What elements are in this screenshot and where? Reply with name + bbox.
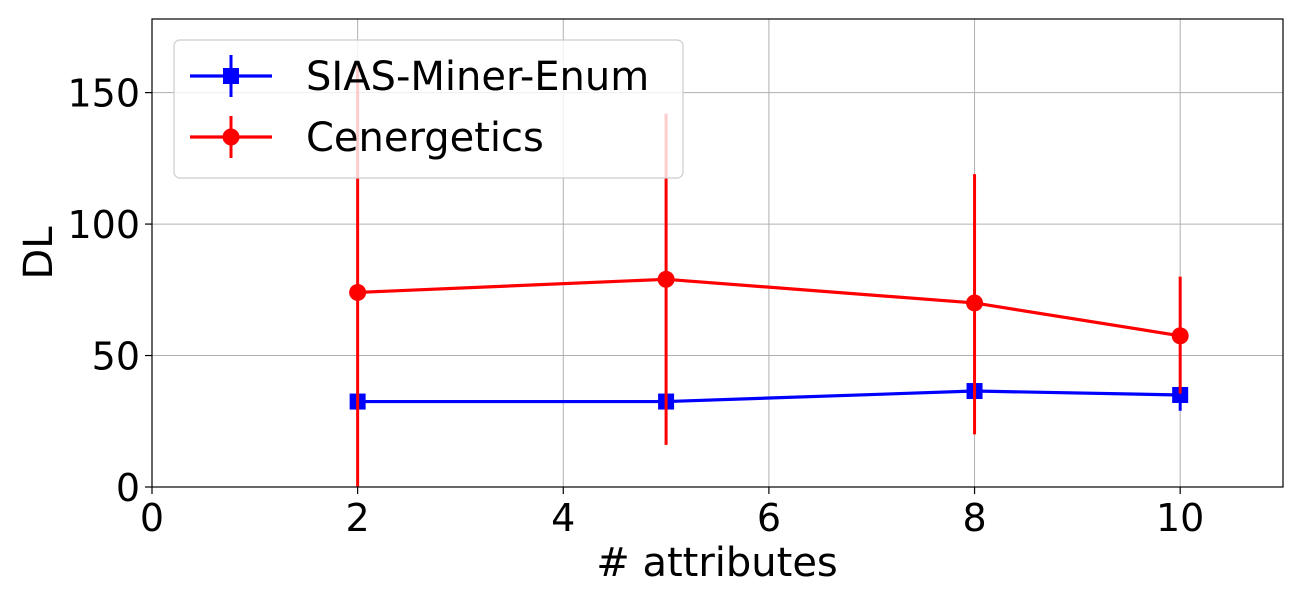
legend-marker bbox=[223, 68, 239, 84]
x-tick-label: 8 bbox=[962, 496, 986, 540]
x-axis-ticks: 0 2 4 6 8 10 bbox=[140, 487, 1204, 540]
x-tick-label: 4 bbox=[551, 496, 575, 540]
y-tick-label: 150 bbox=[67, 72, 140, 116]
x-tick-label: 6 bbox=[757, 496, 781, 540]
data-point bbox=[1171, 327, 1189, 345]
data-point bbox=[349, 283, 367, 301]
data-point bbox=[966, 294, 984, 312]
legend-box bbox=[173, 39, 684, 179]
legend-label: Cenergetics bbox=[306, 115, 544, 161]
legend-entry: SIAS-Miner-Enum bbox=[190, 54, 649, 100]
legend-entry: Cenergetics bbox=[190, 115, 544, 161]
legend-label: SIAS-Miner-Enum bbox=[306, 54, 649, 100]
legend: SIAS-Miner-Enum Cenergetics bbox=[173, 39, 684, 179]
data-point bbox=[1172, 386, 1189, 403]
x-tick-label: 0 bbox=[140, 496, 164, 540]
plot-frame bbox=[151, 18, 1284, 488]
y-axis-ticks: 0 50 100 150 bbox=[67, 72, 152, 510]
y-tick-label: 0 bbox=[116, 466, 140, 510]
y-axis-label: DL bbox=[16, 226, 62, 280]
series-line bbox=[357, 277, 1181, 338]
series-line bbox=[357, 389, 1181, 404]
y-tick-label: 100 bbox=[67, 203, 140, 247]
y-tick-label: 50 bbox=[92, 335, 140, 379]
x-tick-label: 10 bbox=[1156, 496, 1204, 540]
legend-entries: SIAS-Miner-Enum Cenergetics bbox=[190, 54, 649, 161]
legend-marker bbox=[222, 128, 240, 146]
x-axis-label: # attributes bbox=[596, 540, 838, 586]
data-point bbox=[657, 270, 675, 288]
x-tick-label: 2 bbox=[346, 496, 370, 540]
